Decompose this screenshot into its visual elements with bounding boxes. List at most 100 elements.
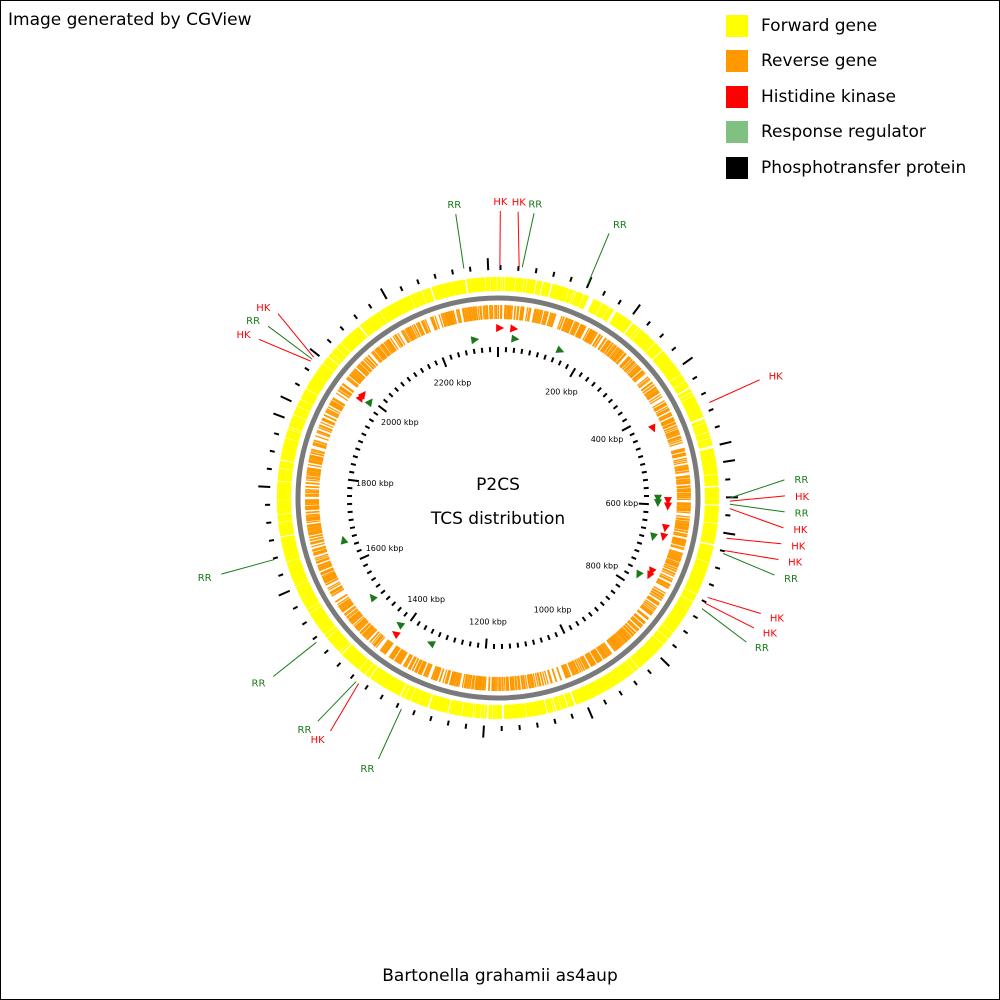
outer-tick	[701, 599, 707, 604]
forward-gene	[574, 292, 582, 307]
forward-gene	[540, 700, 546, 715]
reverse-gene	[464, 307, 469, 322]
rr-label: RR	[784, 574, 798, 585]
reverse-gene	[532, 308, 537, 323]
forward-gene	[306, 600, 320, 610]
forward-gene	[386, 676, 396, 690]
reverse-gene	[516, 306, 520, 321]
forward-gene	[565, 288, 572, 303]
reverse-gene	[305, 490, 320, 493]
forward-gene	[298, 402, 312, 410]
minor-tick	[480, 347, 484, 353]
credit-text: Image generated by CGView	[8, 10, 252, 30]
reverse-gene	[636, 376, 649, 387]
forward-gene	[420, 691, 427, 706]
reverse-gene	[321, 419, 335, 426]
outer-tick	[722, 459, 736, 464]
reverse-gene	[599, 644, 609, 657]
reverse-gene	[485, 305, 488, 320]
forward-gene	[627, 658, 638, 671]
reverse-gene	[308, 529, 323, 534]
reverse-gene	[594, 335, 604, 348]
outer-tick	[309, 347, 321, 357]
reverse-gene	[438, 668, 445, 683]
reverse-gene	[484, 676, 487, 691]
forward-gene	[418, 291, 426, 305]
reverse-gene	[656, 409, 671, 417]
reverse-gene	[669, 441, 683, 448]
reverse-gene	[633, 614, 645, 625]
reverse-gene	[381, 640, 392, 653]
forward-gene	[530, 279, 534, 294]
minor-tick	[456, 352, 461, 358]
reverse-gene	[480, 305, 483, 320]
forward-gene	[445, 699, 451, 714]
reverse-gene	[322, 572, 336, 580]
reverse-gene	[453, 672, 458, 687]
minor-tick	[449, 354, 453, 360]
reverse-gene	[590, 650, 599, 664]
reverse-gene	[318, 563, 332, 571]
reverse-gene	[538, 310, 544, 325]
forward-gene	[536, 700, 542, 716]
forward-gene	[674, 604, 688, 614]
forward-gene	[278, 471, 293, 475]
forward-gene	[696, 435, 711, 441]
forward-gene	[538, 700, 543, 715]
reverse-gene	[425, 663, 432, 678]
legend-item-reverse-gene: Reverse gene	[726, 44, 966, 80]
reverse-gene	[309, 536, 324, 541]
reverse-gene	[530, 673, 535, 688]
reverse-gene	[434, 666, 441, 681]
hk-callout-line	[729, 508, 784, 529]
minor-tick	[380, 589, 386, 595]
forward-gene	[579, 687, 587, 701]
reverse-gene	[514, 676, 517, 691]
forward-gene	[337, 344, 349, 356]
reverse-gene	[505, 676, 508, 691]
forward-gene	[288, 426, 303, 433]
scale-tick-ring	[347, 347, 649, 649]
reverse-gene	[353, 368, 366, 380]
forward-gene	[581, 295, 589, 310]
forward-gene	[434, 696, 441, 711]
forward-gene	[278, 518, 293, 522]
reverse-gene	[671, 449, 686, 455]
reverse-gene	[466, 307, 470, 322]
forward-gene	[691, 418, 705, 426]
reverse-gene	[422, 319, 430, 334]
forward-gene	[340, 341, 352, 353]
forward-gene	[339, 642, 351, 654]
reverse-gene	[534, 672, 539, 687]
reverse-gene	[676, 479, 691, 482]
reverse-gene	[417, 660, 425, 674]
forward-gene	[625, 659, 636, 672]
reverse-gene	[306, 522, 321, 527]
outer-tick	[553, 718, 557, 725]
forward-gene	[672, 607, 686, 617]
reverse-gene	[608, 346, 619, 359]
forward-gene	[673, 381, 687, 390]
forward-gene	[479, 277, 483, 292]
forward-gene	[279, 460, 295, 465]
forward-gene	[278, 522, 293, 526]
rr-marker	[427, 641, 436, 649]
reverse-gene	[663, 565, 677, 573]
forward-gene	[461, 279, 466, 294]
outer-tick	[534, 268, 538, 274]
outer-tick	[336, 662, 342, 668]
reverse-gene	[509, 676, 512, 691]
reverse-gene	[539, 671, 544, 686]
reverse-gene	[666, 558, 680, 564]
forward-gene	[698, 547, 713, 553]
reverse-gene	[676, 488, 691, 491]
reverse-gene	[566, 319, 574, 334]
reverse-gene	[327, 406, 341, 414]
outer-tick	[672, 643, 678, 649]
forward-gene	[377, 671, 387, 684]
forward-gene	[284, 552, 299, 558]
outer-tick	[682, 356, 694, 366]
outer-tick	[603, 699, 608, 705]
reverse-gene	[582, 655, 590, 669]
forward-gene	[658, 627, 671, 638]
